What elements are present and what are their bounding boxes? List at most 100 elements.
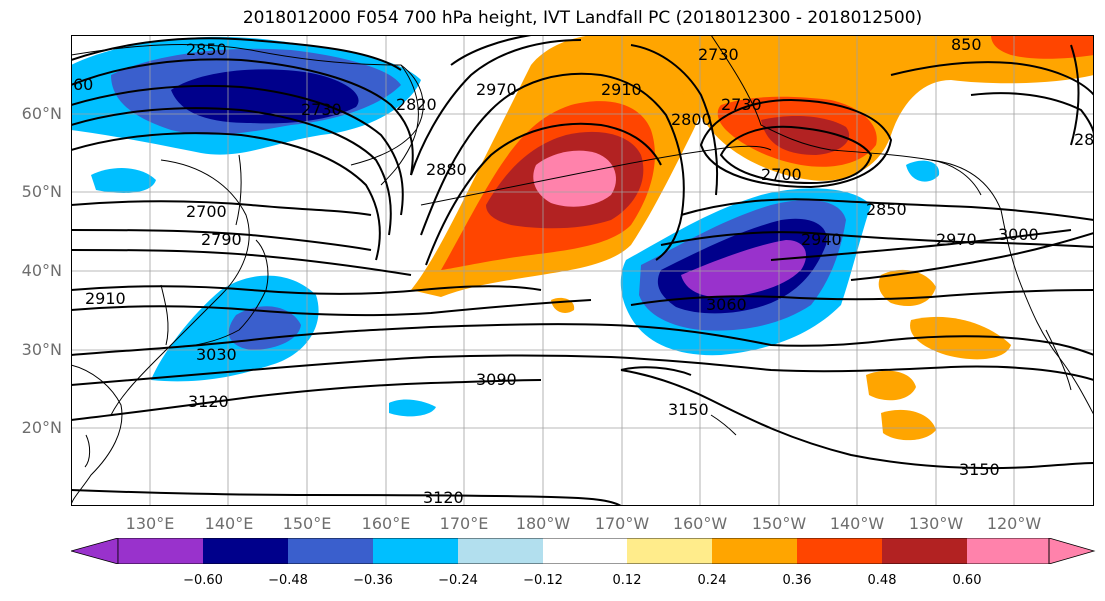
ivt-fill-layer — [71, 35, 1094, 441]
colorbar-swatch — [627, 538, 712, 564]
colorbar — [71, 538, 1096, 564]
lon-label-140e: 140°E — [204, 514, 254, 533]
contour-label: 3030 — [196, 345, 237, 364]
contour-label: 3150 — [959, 460, 1000, 479]
lat-label-50: 50°N — [21, 182, 62, 201]
coast-kamchatka — [380, 64, 419, 186]
coast-japan — [180, 239, 269, 348]
contour-3000-east — [850, 232, 1094, 281]
contour-2970-east — [770, 229, 1072, 261]
contour-label: 3090 — [476, 370, 517, 389]
lon-label-140w: 140°W — [829, 514, 885, 533]
contour-nw-4 — [71, 107, 392, 236]
lat-label-20: 20°N — [21, 418, 62, 437]
ivt-positive-region-east-2 — [910, 316, 1011, 360]
colorbar-tick-label: −0.48 — [268, 573, 308, 588]
colorbar-extend-left — [71, 538, 119, 564]
colorbar-tick-label: −0.24 — [438, 573, 478, 588]
colorbar-tick-label: 0.36 — [782, 573, 812, 588]
coast-taiwan — [84, 434, 91, 468]
lon-label-120w: 120°W — [986, 514, 1042, 533]
contour-3090 — [71, 354, 1094, 386]
contour-2970-central — [450, 35, 532, 66]
coast-north-america — [930, 159, 1094, 416]
colorbar-tick-label: −0.60 — [183, 573, 223, 588]
colorbar-swatch — [118, 538, 203, 564]
contour-label: 2880 — [426, 160, 467, 179]
contour-label: 2730 — [698, 45, 739, 64]
contour-label: 3000 — [998, 225, 1039, 244]
coast-baja — [1045, 329, 1072, 391]
coast-china — [71, 364, 123, 506]
colorbar-frame — [117, 538, 1050, 564]
contour-label: 2970 — [476, 80, 517, 99]
colorbar-swatch — [797, 538, 882, 564]
lon-label-150e: 150°E — [282, 514, 332, 533]
lat-label-60: 60°N — [21, 104, 62, 123]
height-contours — [71, 35, 1094, 506]
colorbar-swatch — [203, 538, 288, 564]
contour-3120-upper — [71, 379, 542, 421]
map-title: 2018012000 F054 700 hPa height, IVT Land… — [242, 8, 923, 28]
lon-label-170w: 170°W — [594, 514, 650, 533]
contour-label: 2730 — [721, 95, 762, 114]
contour-3150 — [620, 369, 1094, 470]
ivt-negative-region-central-pacific-core — [681, 240, 806, 298]
contour-label: 2800 — [671, 110, 712, 129]
contour-label: 3120 — [423, 488, 464, 506]
contour-label-layer: 2850 60 2730 2820 2970 2910 2730 2800 27… — [73, 35, 1094, 506]
coast-alaska — [710, 35, 982, 196]
colorbar-tick-label: 0.24 — [697, 573, 727, 588]
coast-korea — [160, 284, 169, 346]
contour-ridge-1 — [600, 74, 685, 261]
contour-3060-east — [630, 289, 1094, 306]
lon-label-160e: 160°E — [361, 514, 411, 533]
contour-w-8 — [71, 249, 412, 276]
contour-east-upper-2 — [970, 92, 1094, 136]
contour-label: 2940 — [801, 230, 842, 249]
ivt-negative-region-gulf — [906, 160, 940, 182]
contour-label: 3150 — [668, 400, 709, 419]
lon-label-130w: 130°W — [908, 514, 964, 533]
contour-2730-low — [699, 98, 893, 189]
contour-2850-east — [680, 198, 1094, 221]
colorbar-swatch — [967, 538, 1049, 564]
ivt-negative-region-small-dot — [389, 399, 436, 417]
contour-label: 2850 — [186, 40, 227, 59]
colorbar-swatch — [882, 538, 967, 564]
contour-east-upper-1 — [890, 61, 1094, 96]
ivt-positive-region-northeast — [991, 35, 1094, 59]
contour-2790-w — [71, 229, 372, 251]
contour-3150-small — [620, 366, 692, 376]
ivt-positive-region-main-pink — [533, 150, 616, 207]
colorbar-swatch — [458, 538, 543, 564]
coast-asia-east — [110, 159, 250, 416]
ivt-positive-region-east-3 — [866, 370, 916, 401]
contour-central-trough-1 — [410, 39, 582, 176]
colorbar-swatch — [288, 538, 373, 564]
contour-label: 3060 — [706, 295, 747, 314]
colorbar-tick-label: 0.12 — [612, 573, 642, 588]
contour-label: 2910 — [85, 289, 126, 308]
map-panel: 2850 60 2730 2820 2970 2910 2730 2800 27… — [71, 35, 1094, 506]
coast-aleutians — [420, 145, 772, 206]
contour-central-trough-2 — [420, 72, 602, 236]
contour-label: 2910 — [601, 80, 642, 99]
contour-label: 2850 — [866, 200, 907, 219]
ivt-negative-region-japan-core — [228, 306, 301, 350]
colorbar-tick-label: −0.36 — [353, 573, 393, 588]
colorbar-swatch — [373, 538, 458, 564]
lon-label-130e: 130°E — [125, 514, 175, 533]
colorbar-tick-label: 0.48 — [867, 573, 897, 588]
contour-2700-w — [71, 200, 372, 216]
contour-label: 850 — [951, 35, 982, 54]
contour-nw-5 — [71, 132, 381, 261]
contour-label: 2700 — [186, 202, 227, 221]
contour-2880-central — [425, 122, 662, 266]
contour-ridge-2 — [630, 44, 719, 196]
contour-label: 2700 — [761, 165, 802, 184]
coast-hawaii — [710, 414, 737, 436]
contour-nw-2 — [71, 58, 414, 176]
ivt-negative-region-small-west — [91, 168, 156, 193]
lat-label-30: 30°N — [21, 340, 62, 359]
